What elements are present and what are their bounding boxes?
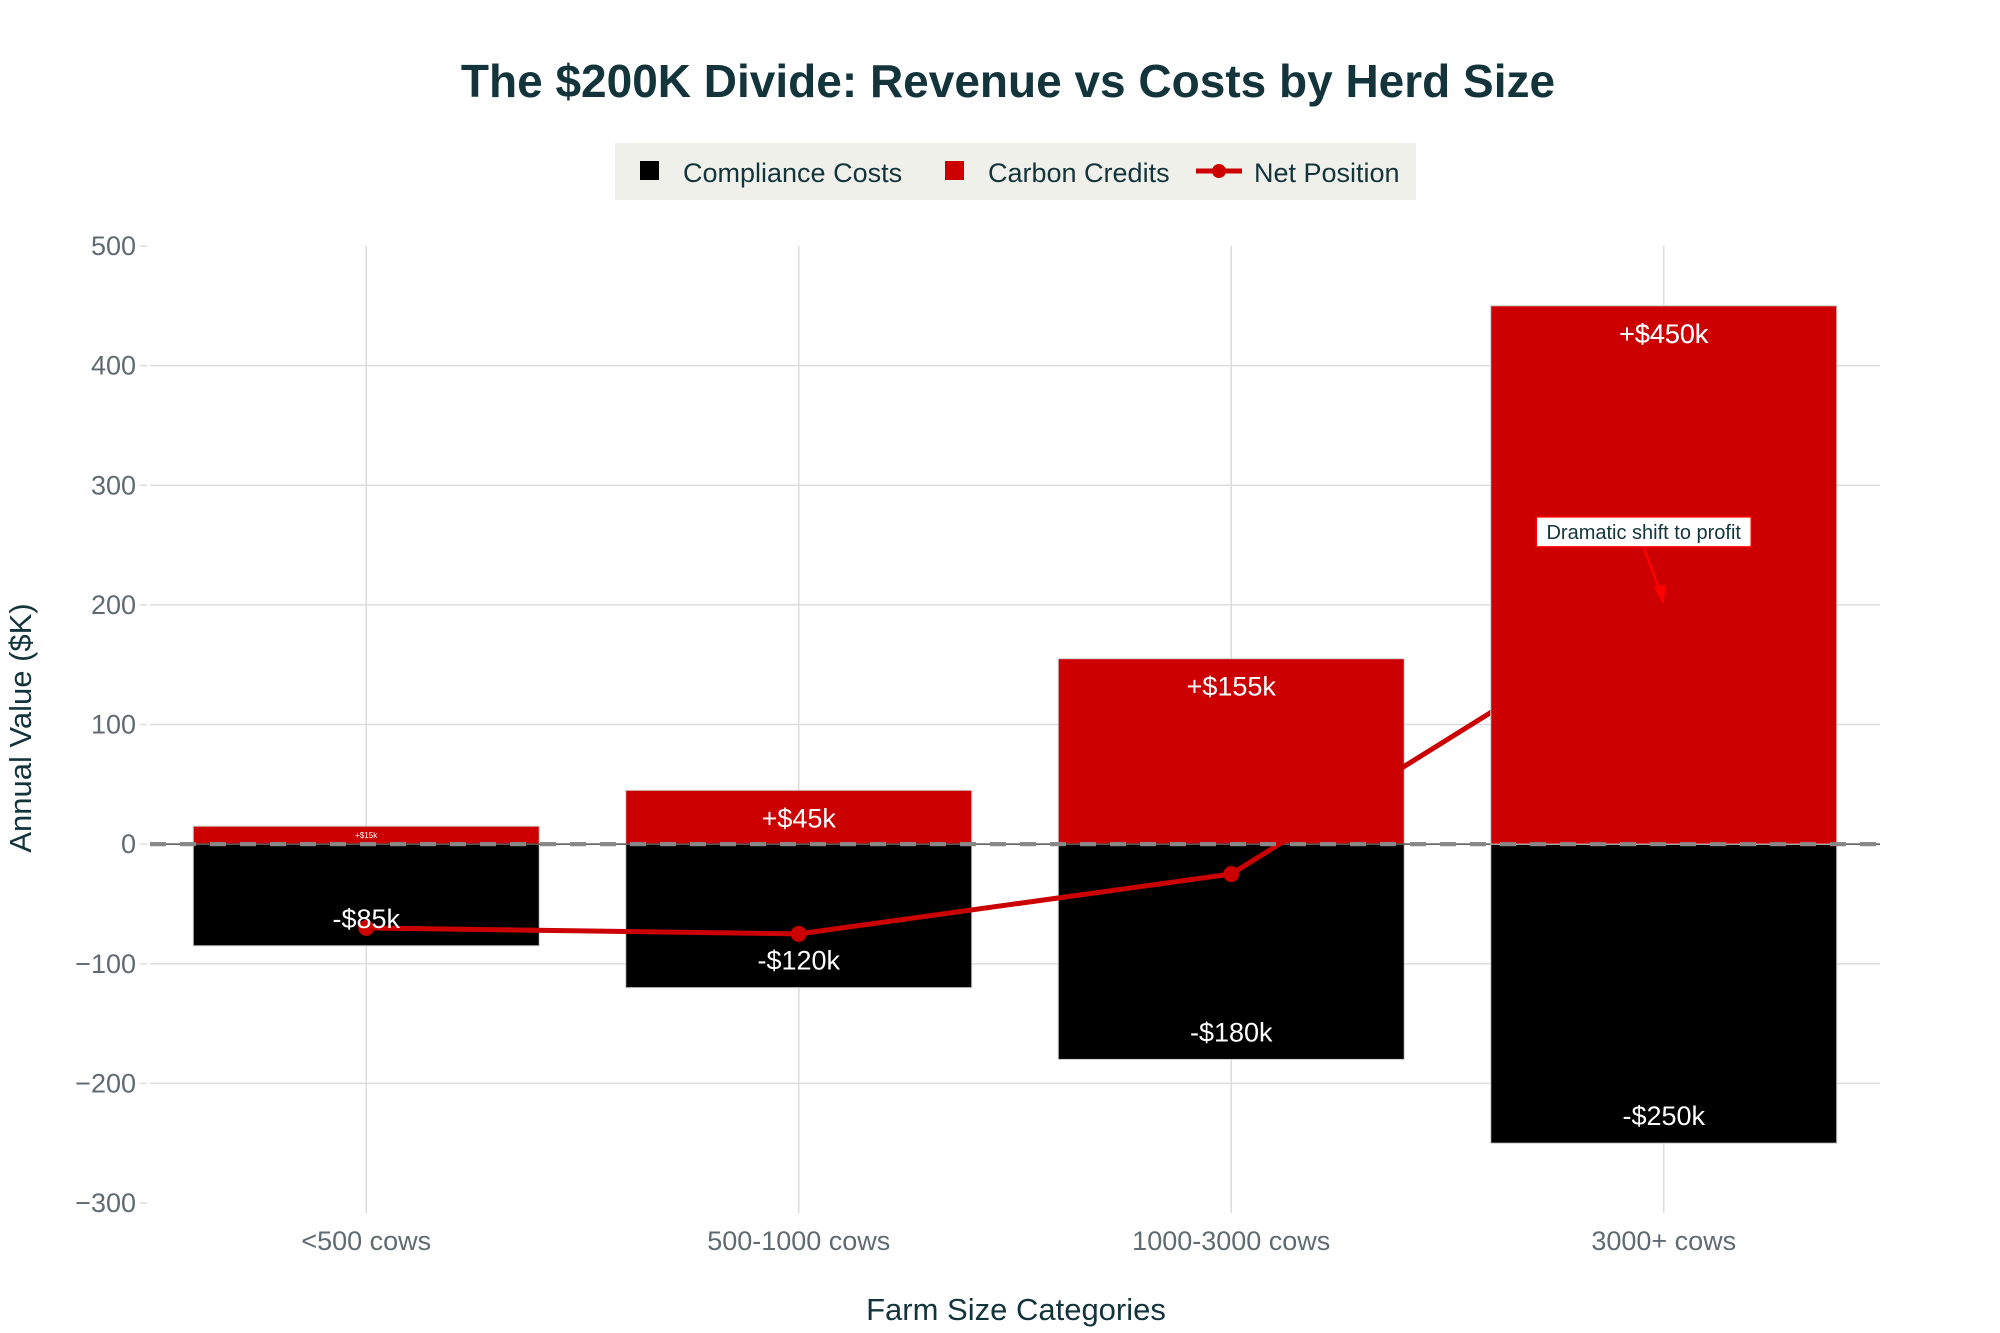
y-tick-label: 300	[91, 470, 136, 500]
x-tick-label: 1000-3000 cows	[1132, 1226, 1330, 1256]
y-axis-ticks: 500 400 300 200 100 0 −100 −200 −300	[75, 231, 147, 1218]
legend-swatch-net-position-marker	[1212, 164, 1226, 178]
bar-label-carbon-credits: +$15k	[355, 831, 378, 840]
legend: Compliance Costs Carbon Credits Net Posi…	[615, 143, 1416, 200]
bar-carbon-credits[interactable]	[625, 789, 973, 845]
y-tick-label: −200	[75, 1068, 136, 1098]
bar-label-carbon-credits: +$45k	[762, 803, 837, 833]
net-position-series: +$450k	[150, 305, 1880, 942]
y-tick-label: 0	[121, 829, 136, 859]
y-tick-label: −300	[75, 1188, 136, 1218]
legend-background	[615, 143, 1416, 200]
annotation: Dramatic shift to profit	[1535, 516, 1752, 605]
legend-swatch-compliance-costs	[640, 161, 659, 180]
annotation-text: Dramatic shift to profit	[1546, 522, 1741, 544]
legend-item-carbon-credits[interactable]: Carbon Credits	[945, 158, 1170, 188]
bar-label-carbon-credits: +$450k	[1619, 319, 1709, 349]
bar-carbon-credits[interactable]	[1057, 658, 1405, 845]
legend-label-net-position: Net Position	[1254, 158, 1400, 188]
bar-labels: -$85k -$120k -$180k -$250k +$15k +$45k +$155k +…	[332, 319, 1708, 1131]
legend-label-compliance-costs: Compliance Costs	[683, 158, 902, 188]
y-tick-label: 500	[91, 231, 136, 261]
net-position-marker[interactable]	[358, 919, 375, 936]
x-tick-label: 500-1000 cows	[707, 1226, 890, 1256]
annotation-arrowhead-icon	[1653, 584, 1666, 605]
legend-swatch-carbon-credits	[945, 161, 964, 180]
chart-title: The $200K Divide: Revenue vs Costs by He…	[461, 55, 1555, 107]
x-tick-label: 3000+ cows	[1591, 1226, 1736, 1256]
net-position-line	[366, 602, 1666, 937]
y-axis-title: Annual Value ($K)	[3, 603, 38, 852]
y-tick-label: −100	[75, 949, 136, 979]
bar-compliance-costs[interactable]	[1490, 843, 1838, 1144]
x-axis-title: Farm Size Categories	[866, 1292, 1166, 1327]
bar-label-compliance-costs: -$85k	[332, 904, 400, 934]
y-tick-label: 200	[91, 590, 136, 620]
annotation-box	[1535, 516, 1752, 548]
bar-label-carbon-credits: +$155k	[1187, 672, 1277, 702]
bar-label-carbon-credits: +$450k	[1619, 319, 1709, 349]
annotation-arrow-line	[1642, 546, 1661, 592]
y-tick-label: 400	[91, 351, 136, 381]
bar-label-compliance-costs: -$180k	[1190, 1017, 1273, 1047]
legend-item-net-position[interactable]: Net Position	[1196, 158, 1400, 188]
x-tick-label: <500 cows	[301, 1226, 431, 1256]
bar-label-compliance-costs: -$120k	[757, 946, 840, 976]
legend-item-compliance-costs[interactable]: Compliance Costs	[640, 158, 902, 188]
legend-label-carbon-credits: Carbon Credits	[988, 158, 1170, 188]
bar-carbon-credits-overlay	[1490, 305, 1838, 845]
bar-label-compliance-costs: -$250k	[1622, 1101, 1705, 1131]
net-position-marker[interactable]	[790, 925, 807, 942]
x-axis-ticks: <500 cows 500-1000 cows 1000-3000 cows 3000…	[301, 1226, 1736, 1256]
net-position-marker[interactable]	[1223, 866, 1240, 883]
y-tick-label: 100	[91, 710, 136, 740]
